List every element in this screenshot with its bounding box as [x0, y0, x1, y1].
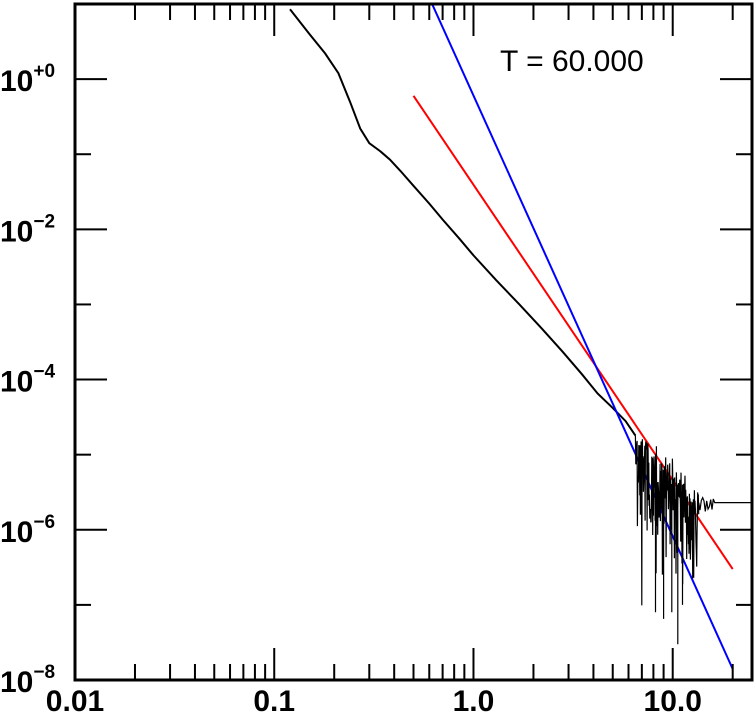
- y-tick-label: 10+0: [0, 61, 55, 98]
- y-tick-base: 10: [0, 215, 33, 248]
- series-line-1: [289, 8, 637, 437]
- y-tick-base: 10: [0, 666, 33, 699]
- y-tick-label: 10−2: [0, 211, 55, 248]
- series-layer: [289, 4, 752, 670]
- x-tick-label: 10.0: [644, 685, 702, 717]
- y-tick-label: 10−6: [0, 512, 55, 549]
- y-tick-exponent: −6: [33, 512, 55, 533]
- y-tick-base: 10: [0, 516, 33, 549]
- y-tick-exponent: −4: [33, 362, 55, 383]
- y-tick-exponent: +0: [33, 61, 55, 82]
- axis-ticks: [74, 3, 752, 681]
- series-noise-tail: [634, 435, 752, 645]
- series-line-3: [431, 4, 734, 670]
- y-tick-label: 10−8: [0, 662, 55, 699]
- tick-labels: 0.01 0.1 1.0 10.010+010−210−410−610−8: [0, 61, 702, 717]
- temperature-annotation: T = 60.000: [500, 45, 644, 78]
- plot-frame: [73, 2, 754, 682]
- y-tick-base: 10: [0, 65, 33, 98]
- y-tick-base: 10: [0, 366, 33, 399]
- y-tick-label: 10−4: [0, 362, 55, 399]
- x-tick-label: 0.1: [253, 685, 295, 717]
- y-tick-exponent: −8: [33, 662, 55, 683]
- y-tick-exponent: −2: [33, 211, 55, 232]
- x-tick-label: 1.0: [453, 685, 495, 717]
- x-tick-label: 0.01: [46, 685, 104, 717]
